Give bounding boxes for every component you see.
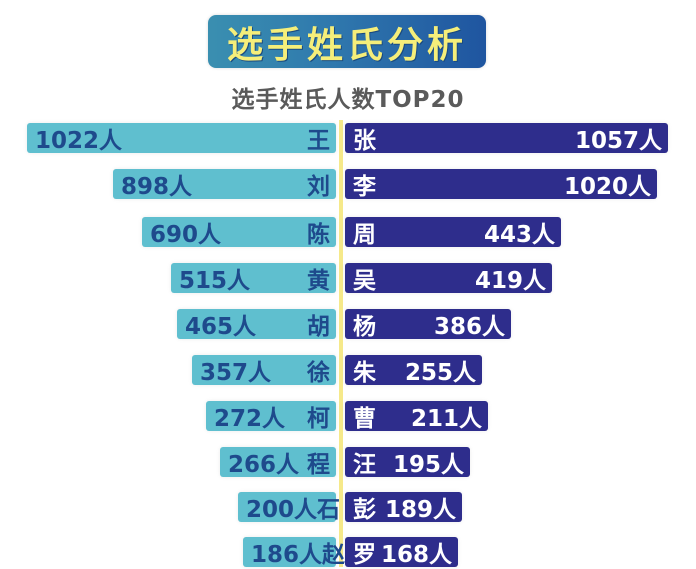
right-bar-value: 443人 — [483, 222, 555, 248]
right-bar-surname: 曹 — [353, 406, 376, 432]
left-bar: 1022人 王 — [27, 123, 336, 154]
right-bar-value: 419人 — [474, 268, 546, 294]
left-bar: 690人 陈 — [142, 217, 336, 248]
left-bar: 272人柯 — [206, 401, 336, 432]
right-bar-value: 211人 — [410, 406, 482, 432]
left-bar: 898人 刘 — [113, 169, 336, 200]
right-bar: 朱 255人 — [345, 355, 482, 386]
right-bar-surname: 杨 — [353, 314, 376, 340]
left-bar: 515人 黄 — [171, 263, 336, 294]
left-bar-value: 272人 — [214, 406, 286, 432]
right-bar-value: 189人 — [384, 497, 456, 523]
left-bar: 266人程 — [220, 447, 336, 478]
right-bar-surname: 张 — [353, 128, 376, 154]
left-bar-surname: 陈 — [307, 222, 330, 248]
right-bar: 李 1020人 — [345, 169, 657, 200]
left-bar-value: 515人 — [179, 268, 251, 294]
right-bar: 吴 419人 — [345, 263, 552, 294]
right-bar: 罗 168人 — [345, 537, 458, 568]
right-bar-value: 255人 — [404, 360, 476, 386]
left-bar-surname: 胡 — [307, 314, 330, 340]
left-bar-value: 200人 — [246, 497, 318, 523]
left-bar-value: 1022人 — [35, 128, 123, 154]
left-bar-surname: 赵 — [322, 542, 346, 568]
left-bar-surname: 刘 — [307, 174, 330, 200]
left-bar-value: 690人 — [150, 222, 222, 248]
left-bar-surname: 程 — [307, 452, 330, 478]
right-bar: 曹 211人 — [345, 401, 488, 432]
right-bar: 彭 189人 — [345, 492, 462, 523]
right-bar-surname: 朱 — [353, 360, 376, 386]
title-banner: 选手姓氏分析 — [208, 15, 486, 68]
right-bar-value: 168人 — [380, 542, 452, 568]
left-bar: 357人 徐 — [192, 355, 336, 386]
left-bar-value: 186人 — [251, 542, 323, 568]
left-bar-surname: 徐 — [307, 360, 330, 386]
right-bar-value: 195人 — [392, 452, 464, 478]
right-bar-surname: 罗 — [353, 542, 376, 568]
right-bar-surname: 汪 — [353, 452, 376, 478]
left-bar: 200人石 — [238, 492, 340, 523]
left-bar: 186人赵 — [243, 537, 345, 568]
right-bar-value: 386人 — [433, 314, 505, 340]
right-bar-surname: 吴 — [353, 268, 376, 294]
right-bar-surname: 周 — [353, 222, 376, 248]
right-bar-value: 1057人 — [574, 128, 662, 154]
right-bar: 张 1057人 — [345, 123, 668, 154]
page-title: 选手姓氏分析 — [226, 24, 467, 66]
left-bar-value: 266人 — [228, 452, 300, 478]
left-bar-value: 898人 — [121, 174, 193, 200]
left-bar-value: 465人 — [185, 314, 257, 340]
center-divider — [339, 120, 343, 567]
left-bar-surname: 黄 — [307, 268, 330, 294]
right-bar: 周 443人 — [345, 217, 561, 248]
right-bar-value: 1020人 — [563, 174, 651, 200]
right-bar: 杨 386人 — [345, 309, 511, 340]
left-bar-surname: 王 — [307, 128, 330, 154]
left-bar: 465人 胡 — [177, 309, 336, 340]
right-bar-surname: 李 — [353, 174, 376, 200]
right-bar: 汪 195人 — [345, 447, 470, 478]
chart-subtitle: 选手姓氏人数TOP20 — [231, 87, 465, 113]
left-bar-value: 357人 — [200, 360, 272, 386]
left-bar-surname: 柯 — [307, 406, 330, 432]
left-bar-surname: 石 — [317, 497, 341, 523]
right-bar-surname: 彭 — [353, 497, 376, 523]
